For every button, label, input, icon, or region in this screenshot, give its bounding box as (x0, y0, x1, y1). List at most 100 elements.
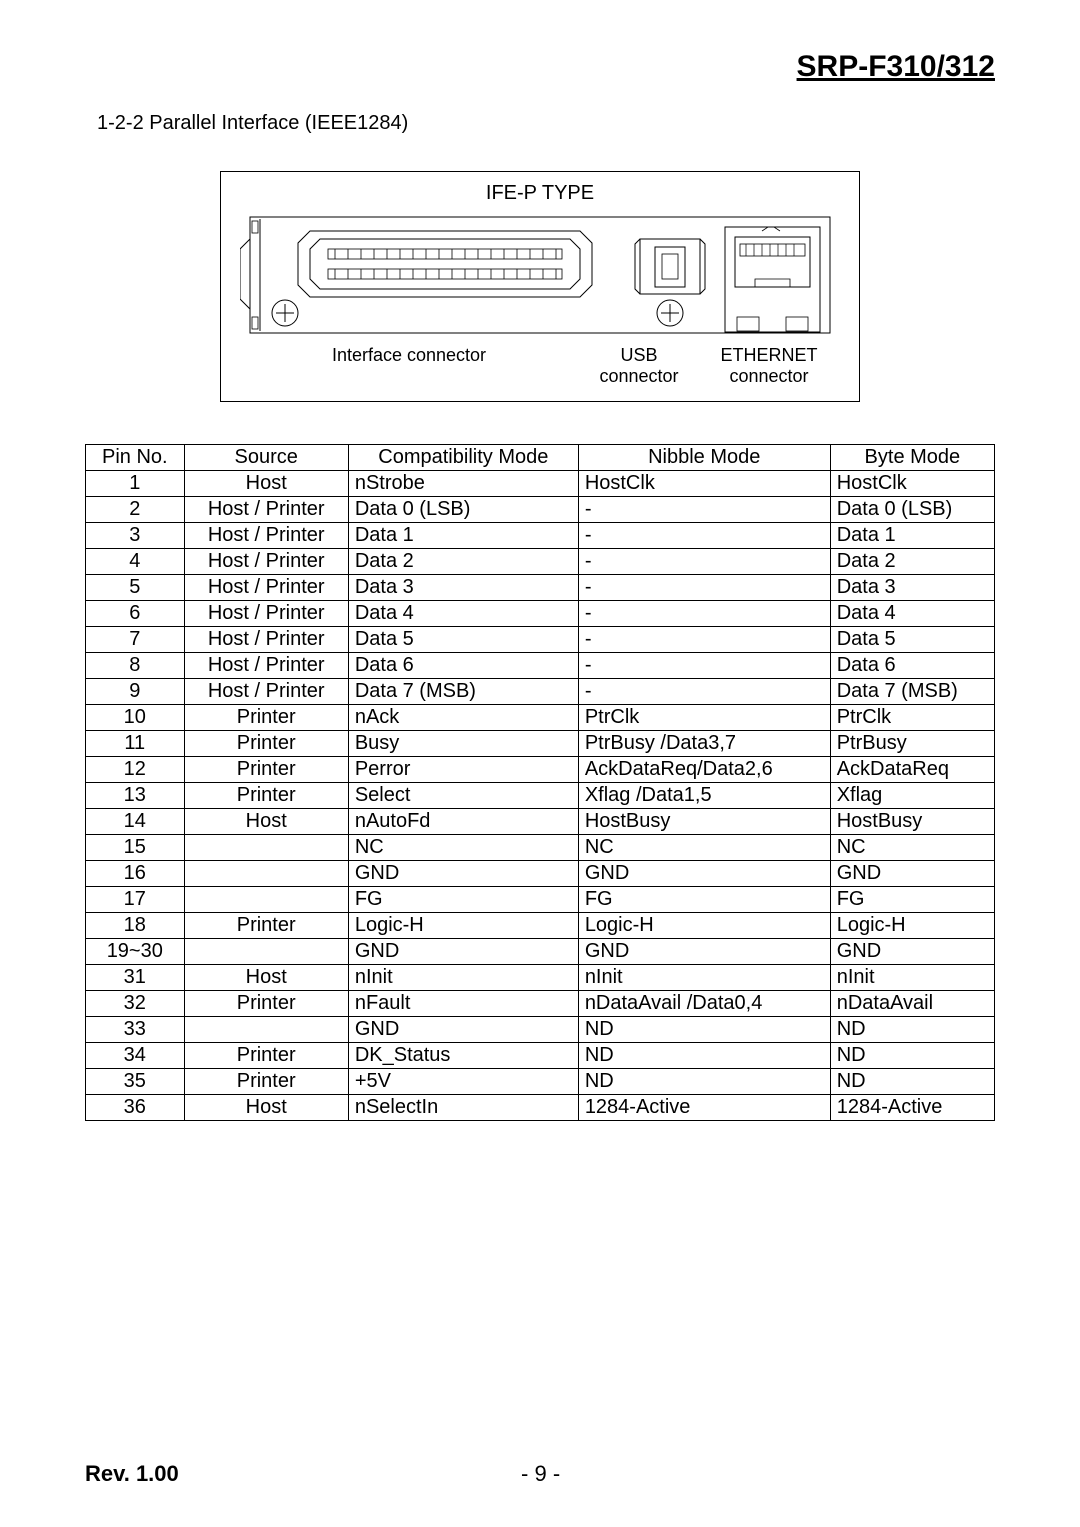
table-cell: - (578, 679, 830, 705)
table-cell: Host / Printer (184, 575, 348, 601)
table-cell: GND (830, 939, 994, 965)
table-cell: Data 4 (348, 601, 578, 627)
diagram-container: IFE-P TYPE (220, 171, 860, 402)
table-row: 9Host / PrinterData 7 (MSB)-Data 7 (MSB) (86, 679, 995, 705)
table-row: 8Host / PrinterData 6-Data 6 (86, 653, 995, 679)
table-cell: 10 (86, 705, 185, 731)
table-cell: GND (578, 861, 830, 887)
table-cell: 14 (86, 809, 185, 835)
label-usb-l1: USB (620, 345, 657, 365)
table-cell: Printer (184, 991, 348, 1017)
label-usb-l2: connector (599, 366, 678, 386)
table-cell: 15 (86, 835, 185, 861)
table-row: 12PrinterPerrorAckDataReq/Data2,6AckData… (86, 757, 995, 783)
table-cell: +5V (348, 1069, 578, 1095)
label-ethernet: ETHERNET connector (699, 345, 839, 387)
table-cell: PtrClk (578, 705, 830, 731)
table-cell: nDataAvail /Data0,4 (578, 991, 830, 1017)
table-cell: 34 (86, 1043, 185, 1069)
table-cell: 1284-Active (830, 1095, 994, 1121)
table-cell: ND (830, 1043, 994, 1069)
table-cell: - (578, 601, 830, 627)
table-cell: Busy (348, 731, 578, 757)
table-cell: 18 (86, 913, 185, 939)
table-cell: Host / Printer (184, 497, 348, 523)
table-cell: nAck (348, 705, 578, 731)
table-cell: 19~30 (86, 939, 185, 965)
table-cell: AckDataReq/Data2,6 (578, 757, 830, 783)
table-cell: 12 (86, 757, 185, 783)
table-row: 4Host / PrinterData 2-Data 2 (86, 549, 995, 575)
table-row: 16GNDGNDGND (86, 861, 995, 887)
label-interface: Interface connector (239, 345, 579, 387)
table-row: 15NCNCNC (86, 835, 995, 861)
table-cell (184, 1017, 348, 1043)
table-cell: Data 5 (830, 627, 994, 653)
table-cell: - (578, 497, 830, 523)
table-cell: 33 (86, 1017, 185, 1043)
table-cell: Printer (184, 1069, 348, 1095)
table-row: 36HostnSelectIn1284-Active1284-Active (86, 1095, 995, 1121)
table-cell: PtrClk (830, 705, 994, 731)
col-header-comp: Compatibility Mode (348, 445, 578, 471)
table-cell (184, 861, 348, 887)
table-row: 14HostnAutoFdHostBusyHostBusy (86, 809, 995, 835)
table-cell: ND (578, 1043, 830, 1069)
table-cell: Host / Printer (184, 627, 348, 653)
table-cell: GND (830, 861, 994, 887)
table-cell (184, 939, 348, 965)
table-cell: 3 (86, 523, 185, 549)
table-row: 33GNDNDND (86, 1017, 995, 1043)
table-row: 17FGFGFG (86, 887, 995, 913)
table-cell: FG (830, 887, 994, 913)
table-row: 5Host / PrinterData 3-Data 3 (86, 575, 995, 601)
table-cell: Host (184, 471, 348, 497)
table-cell: Data 2 (830, 549, 994, 575)
table-row: 34PrinterDK_StatusNDND (86, 1043, 995, 1069)
table-cell: HostClk (578, 471, 830, 497)
table-cell: nFault (348, 991, 578, 1017)
table-cell: ND (578, 1017, 830, 1043)
table-cell: Select (348, 783, 578, 809)
table-cell: Host / Printer (184, 679, 348, 705)
table-cell: Data 1 (830, 523, 994, 549)
footer-page: - 9 - (521, 1461, 560, 1487)
table-cell: HostClk (830, 471, 994, 497)
table-cell: Data 0 (LSB) (830, 497, 994, 523)
table-cell: Data 4 (830, 601, 994, 627)
table-cell: GND (348, 1017, 578, 1043)
table-cell: 11 (86, 731, 185, 757)
table-cell: Data 6 (348, 653, 578, 679)
table-cell: Data 6 (830, 653, 994, 679)
table-cell: nInit (830, 965, 994, 991)
table-cell: 31 (86, 965, 185, 991)
table-row: 19~30GNDGNDGND (86, 939, 995, 965)
table-cell: Printer (184, 705, 348, 731)
table-cell: Data 1 (348, 523, 578, 549)
table-cell: - (578, 549, 830, 575)
table-row: 1HostnStrobeHostClkHostClk (86, 471, 995, 497)
label-eth-l2: connector (729, 366, 808, 386)
table-cell: Host / Printer (184, 653, 348, 679)
table-cell: Host (184, 809, 348, 835)
table-cell: Xflag (830, 783, 994, 809)
table-cell: 1 (86, 471, 185, 497)
table-cell: Host (184, 965, 348, 991)
col-header-source: Source (184, 445, 348, 471)
table-cell: 13 (86, 783, 185, 809)
table-cell: nDataAvail (830, 991, 994, 1017)
table-row: 6Host / PrinterData 4-Data 4 (86, 601, 995, 627)
diagram-labels: Interface connector USB connector ETHERN… (239, 345, 841, 387)
table-cell: 16 (86, 861, 185, 887)
table-row: 2Host / PrinterData 0 (LSB)-Data 0 (LSB) (86, 497, 995, 523)
table-cell: ND (578, 1069, 830, 1095)
label-eth-l1: ETHERNET (720, 345, 817, 365)
footer-rev: Rev. 1.00 (85, 1461, 179, 1487)
table-cell: FG (348, 887, 578, 913)
table-cell: Printer (184, 1043, 348, 1069)
table-cell: 7 (86, 627, 185, 653)
table-cell: HostBusy (830, 809, 994, 835)
table-cell: 6 (86, 601, 185, 627)
table-cell: 35 (86, 1069, 185, 1095)
table-cell: PtrBusy /Data3,7 (578, 731, 830, 757)
